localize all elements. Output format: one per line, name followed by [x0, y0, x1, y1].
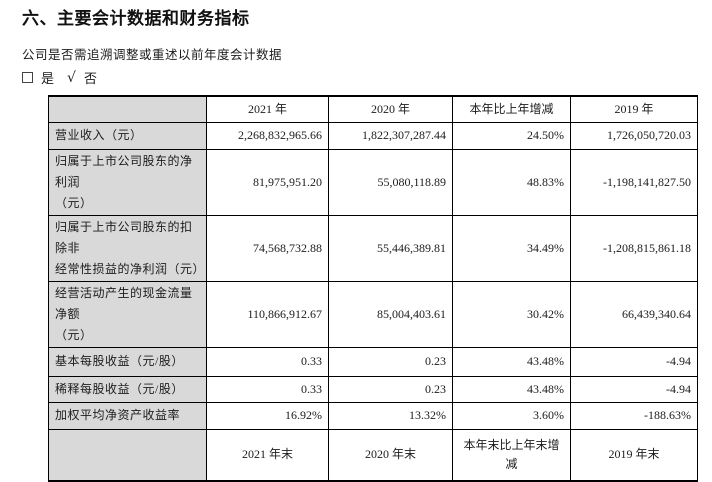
financial-indicators-table: 2021 年 2020 年 本年比上年增减 2019 年 营业收入（元） 2,2… — [48, 95, 698, 482]
value-cell: 1,822,307,287.44 — [328, 121, 453, 150]
value-cell: 110,866,912.67 — [206, 280, 329, 348]
value-cell: 43.48% — [452, 346, 571, 377]
header-2019-end-cell: 2019 年末 — [570, 428, 698, 482]
value-cell: 30.42% — [452, 280, 571, 348]
checkbox-yes-label: 是 — [41, 71, 55, 86]
row-label-cell: 经营活动产生的现金流量净额 （元） — [48, 280, 207, 348]
row-label-cell: 归属于上市公司股东的净利润 （元） — [48, 148, 207, 216]
header-2020-cell: 2020 年 — [328, 95, 453, 123]
value-cell: 0.23 — [328, 346, 453, 377]
value-cell: 55,080,118.89 — [328, 148, 453, 216]
header-2021-cell: 2021 年 — [206, 95, 329, 123]
value-cell: 0.33 — [206, 375, 329, 403]
value-cell: 2,268,832,965.66 — [206, 121, 329, 150]
value-cell: 74,568,732.88 — [206, 214, 329, 282]
table-row: 营业收入（元） 2,268,832,965.66 1,822,307,287.4… — [48, 121, 698, 150]
header-2020-end-cell: 2020 年末 — [328, 428, 453, 482]
checkbox-no-label: 否 — [83, 71, 97, 86]
row-label-cell: 基本每股收益（元/股） — [48, 346, 207, 377]
value-cell: 0.23 — [328, 375, 453, 403]
value-cell: 16.92% — [206, 401, 329, 430]
table-row: 加权平均净资产收益率 16.92% 13.32% 3.60% -188.63% — [48, 401, 698, 430]
row-label-cell: 加权平均净资产收益率 — [48, 401, 207, 430]
row-label-cell: 归属于上市公司股东的扣除非 经常性损益的净利润（元） — [48, 214, 207, 282]
value-cell: -1,208,815,861.18 — [570, 214, 698, 282]
table-row: 经营活动产生的现金流量净额 （元） 110,866,912.67 85,004,… — [48, 280, 698, 348]
value-cell: 81,975,951.20 — [206, 148, 329, 216]
value-cell: 66,439,340.64 — [570, 280, 698, 348]
checkbox-unchecked-icon — [22, 72, 33, 83]
table-row: 归属于上市公司股东的扣除非 经常性损益的净利润（元） 74,568,732.88… — [48, 214, 698, 282]
value-cell: 13.32% — [328, 401, 453, 430]
value-cell: -188.63% — [570, 401, 698, 430]
value-cell: 0.33 — [206, 346, 329, 377]
header-yoy-change-cell: 本年比上年增减 — [452, 95, 571, 123]
restatement-answer-line: 是 √ 否 — [22, 68, 110, 87]
header-blank-cell — [48, 95, 207, 123]
check-mark-icon: √ — [67, 69, 76, 86]
value-cell: -4.94 — [570, 375, 698, 403]
table-row: 稀释每股收益（元/股） 0.33 0.23 43.48% -4.94 — [48, 375, 698, 403]
table-row: 基本每股收益（元/股） 0.33 0.23 43.48% -4.94 — [48, 346, 698, 377]
header-blank-cell — [48, 428, 207, 482]
value-cell: 3.60% — [452, 401, 571, 430]
table-header-row-yearend: 2021 年末 2020 年末 本年末比上年末增 减 2019 年末 — [48, 428, 698, 482]
table-row: 归属于上市公司股东的净利润 （元） 81,975,951.20 55,080,1… — [48, 148, 698, 216]
page-title: 六、主要会计数据和财务指标 — [22, 9, 250, 28]
value-cell: 55,446,389.81 — [328, 214, 453, 282]
value-cell: 43.48% — [452, 375, 571, 403]
row-label-cell: 稀释每股收益（元/股） — [48, 375, 207, 403]
restatement-question-text: 公司是否需追溯调整或重述以前年度会计数据 — [22, 48, 283, 62]
value-cell: 85,004,403.61 — [328, 280, 453, 348]
header-yearend-change-cell: 本年末比上年末增 减 — [452, 428, 571, 482]
value-cell: 24.50% — [452, 121, 571, 150]
value-cell: -1,198,141,827.50 — [570, 148, 698, 216]
table-header-row-year: 2021 年 2020 年 本年比上年增减 2019 年 — [48, 95, 698, 123]
value-cell: 34.49% — [452, 214, 571, 282]
header-2019-cell: 2019 年 — [570, 95, 698, 123]
row-label-cell: 营业收入（元） — [48, 121, 207, 150]
value-cell: 1,726,050,720.03 — [570, 121, 698, 150]
header-2021-end-cell: 2021 年末 — [206, 428, 329, 482]
value-cell: -4.94 — [570, 346, 698, 377]
value-cell: 48.83% — [452, 148, 571, 216]
